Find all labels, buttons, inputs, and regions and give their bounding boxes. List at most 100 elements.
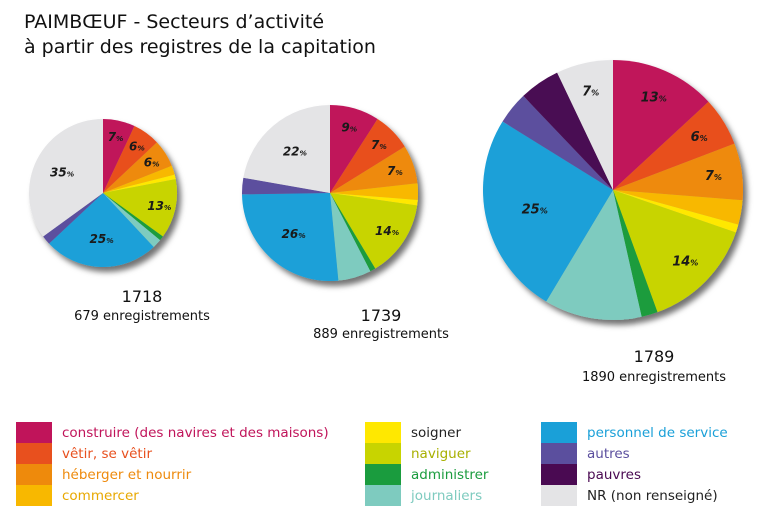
legend-item-soigner: soigner [365,422,461,443]
legend-item-heberger: héberger et nourrir [16,464,191,485]
pie-slices [28,119,178,267]
data-label: 13% [641,91,667,106]
slice-pauvres [523,72,613,190]
legend-swatch [365,485,401,506]
data-label: 14% [375,224,400,238]
slice-journaliers [103,193,161,247]
slice-autres [241,177,330,195]
slice-vetir [330,118,405,193]
slice-service [483,121,613,302]
legend-item-naviguer: naviguer [365,443,471,464]
legend-swatch [541,422,577,443]
legend-swatch [365,443,401,464]
slice-journaliers [546,190,642,321]
pie-1718: 7% 6%6% 13% 25% 35% 1718 679 enregistrements [28,119,210,324]
slice-nr [243,105,330,193]
pie-year: 1789 [634,347,675,366]
pie-1739: 9% 7%7% 14% 26% 22% 1739 889 enregistrements [241,105,449,342]
data-label: 14% [672,255,698,270]
data-label: 7% [705,169,722,184]
slice-autres [43,193,103,244]
pie-slices [241,105,418,281]
title-line-2: à partir des registres de la capitation [24,36,376,58]
slice-autres [502,95,613,190]
legend-label: administrer [411,466,489,483]
slice-administrer [613,190,658,317]
legend-item-pauvres: pauvres [541,464,641,485]
slice-vetir [103,126,157,193]
data-label: 6% [144,155,160,169]
data-label: 35% [50,165,75,179]
slice-construire [330,105,378,193]
data-label: 7% [371,138,387,152]
data-label: 25% [90,232,115,246]
slice-commercer [613,190,743,225]
legend-label: naviguer [411,445,471,462]
data-label: 9% [341,120,357,134]
slice-commercer [330,183,418,200]
data-label: 13% [147,199,172,213]
slice-service [242,193,339,281]
legend-item-autres: autres [541,443,630,464]
legend-item-commercer: commercer [16,485,139,506]
data-label: 7% [582,85,599,100]
legend-item-service: personnel de service [541,422,728,443]
slice-soigner [613,190,739,233]
data-label: 26% [282,227,307,241]
slice-commercer [103,165,175,193]
legend-label: héberger et nourrir [62,466,192,483]
data-label: 22% [283,144,308,158]
legend-label: construire (des navires et des maisons) [62,424,329,441]
legend-label: autres [587,445,630,462]
legend-label: soigner [411,424,462,441]
slice-heberger [103,142,172,193]
chart-title: PAIMBŒUF - Secteurs d’activité à partir … [24,10,376,60]
legend-label: pauvres [587,466,641,483]
slice-naviguer [103,179,178,237]
pie-records: 679 enregistrements [74,309,210,324]
title-line-1: PAIMBŒUF - Secteurs d’activité [24,11,325,33]
legend-item-vetir: vêtir, se vêtir [16,443,152,464]
legend-label: NR (non renseigné) [587,487,718,504]
data-label: 7% [387,164,403,178]
legend-item-journaliers: journaliers [365,485,482,506]
legend-item-nr: NR (non renseigné) [541,485,718,506]
data-label: 7% [108,130,124,144]
pie-records: 1890 enregistrements [582,370,726,385]
pie-year: 1739 [361,306,402,325]
pie-1789: 13% 6% 7% 14% 25% 7% 1789 1890 enregistrements [483,60,743,385]
legend-swatch [16,485,52,506]
data-label: 25% [522,203,548,218]
legend-swatch [365,464,401,485]
legend-swatch [16,464,52,485]
legend-swatch [16,443,52,464]
legend-swatch [541,464,577,485]
slice-naviguer [330,193,418,269]
legend-swatch [541,485,577,506]
slice-administrer [330,193,376,272]
legend-label: journaliers [411,487,483,504]
pie-records: 889 enregistrements [313,327,449,342]
slice-service [49,193,154,267]
legend-swatch [16,422,52,443]
slice-nr [557,60,613,190]
slice-journaliers [330,193,371,281]
legend-label: personnel de service [587,424,728,441]
slice-construire [613,60,709,190]
legend-swatch [365,422,401,443]
legend-label: commercer [62,487,139,504]
pie-slices [483,60,743,321]
slice-naviguer [613,190,736,313]
legend-swatch [541,443,577,464]
slice-nr [28,119,103,237]
data-label: 6% [691,130,708,145]
legend-item-administrer: administrer [365,464,489,485]
data-label: 6% [129,140,145,154]
slice-heberger [330,146,418,193]
pie-year: 1718 [122,287,163,306]
legend-item-construire: construire (des navires et des maisons) [16,422,329,443]
slice-soigner [330,193,418,206]
slice-construire [103,119,135,193]
slice-soigner [103,174,176,193]
